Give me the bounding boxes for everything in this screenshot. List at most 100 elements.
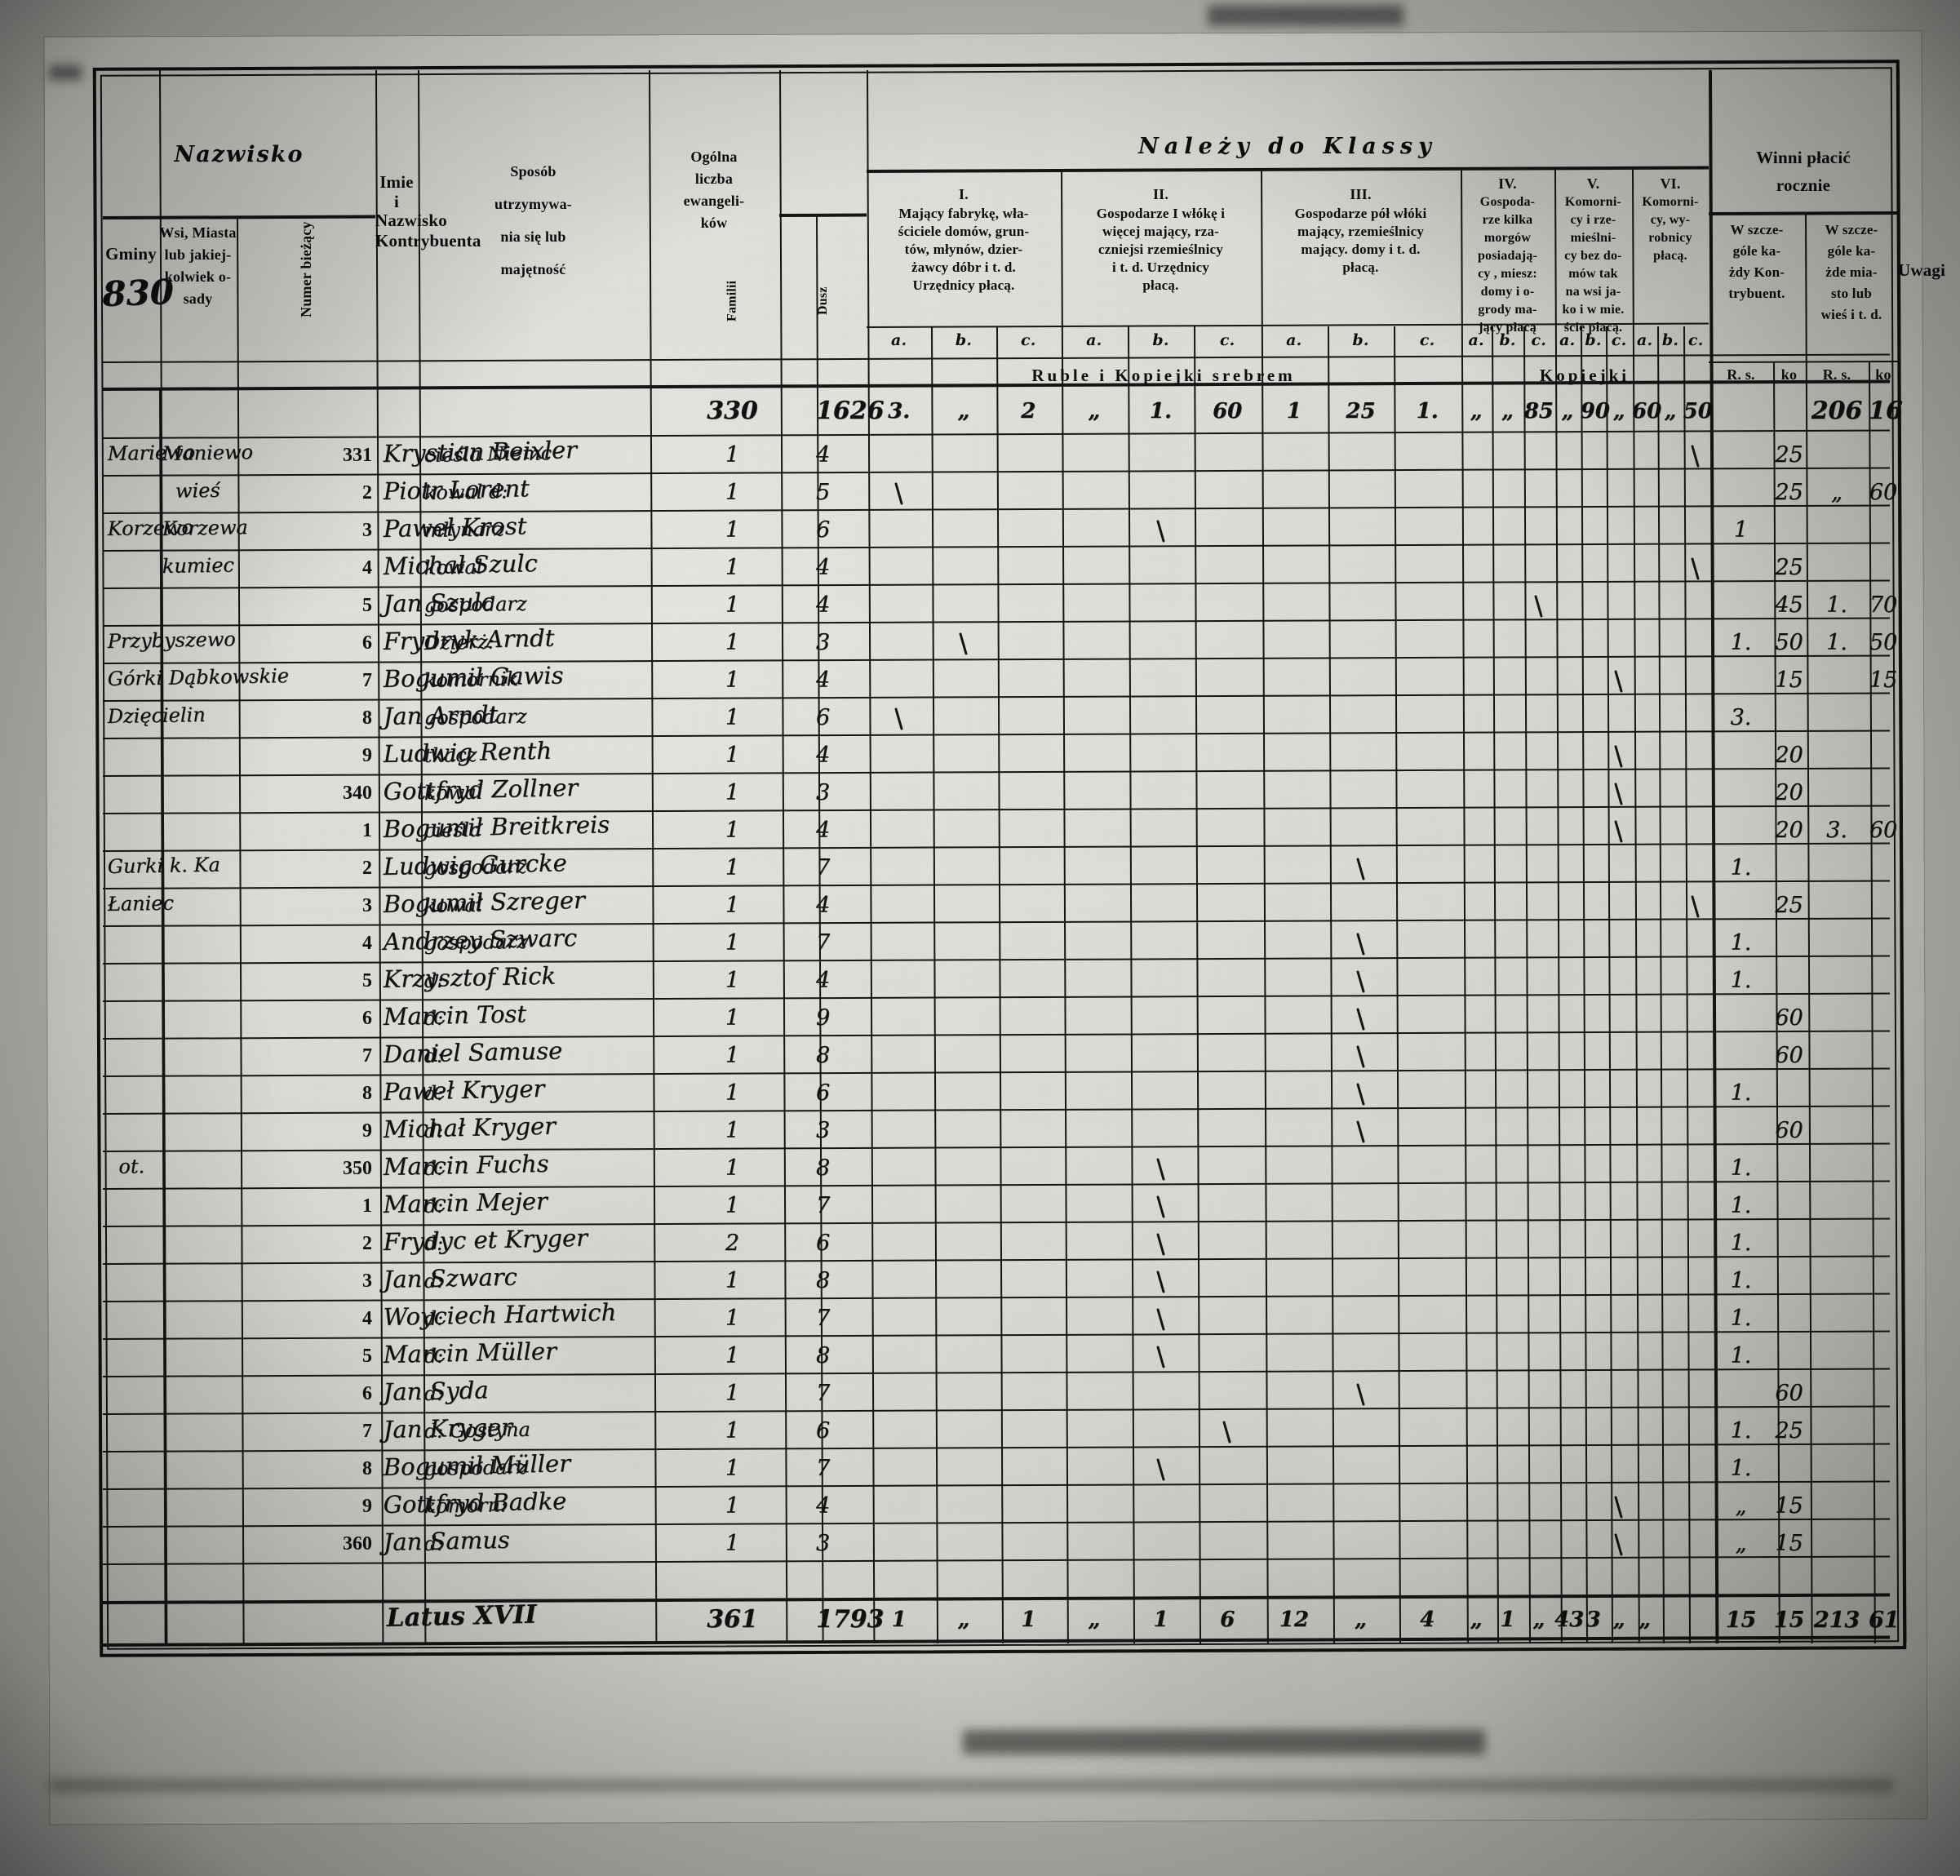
cell-numer: 9 (362, 745, 372, 766)
carry-cell: 90 (1580, 399, 1610, 424)
abc-label: c. (1219, 331, 1235, 349)
cell-winni2-ko: 60 (1869, 818, 1898, 843)
cell-name: Michał Szulc (383, 549, 538, 580)
total-cell: „ (1355, 1608, 1367, 1632)
cell-name: Ludwig Renth (383, 737, 552, 768)
cell-numer: 8 (362, 1458, 372, 1479)
cell-name: Jan Szulc (383, 588, 494, 618)
class-description-line: mający. domy i t. d. (1301, 242, 1421, 257)
cell-name: Marcin Mejer (383, 1187, 548, 1218)
cell-familii: 1 (725, 968, 740, 993)
film-defect (1208, 5, 1403, 26)
col-header-sposob-line: Sposób (510, 163, 557, 180)
cell-name: Andrzey Szwarc (383, 924, 577, 956)
cell-name: Paweł Krost (383, 512, 526, 543)
cell-name: Piotr Lorent (383, 474, 530, 505)
cell-occupation: kowal (423, 780, 483, 805)
cell-numer: 340 (343, 783, 372, 804)
cell-gmina: Górki Dąbkowskie (108, 664, 290, 690)
class-roman-numeral: II. (1152, 186, 1169, 202)
cell-occupation: d: (423, 1231, 444, 1255)
col-header-ogolna-line: ewangeli- (683, 193, 745, 209)
total-cell: 1 (1153, 1608, 1168, 1632)
cell-dusz: 9 (816, 1005, 831, 1031)
cell-winni2-ko: 50 (1869, 630, 1898, 655)
cell-occupation: komorn: (423, 1493, 508, 1518)
cell-familii: 1 (725, 592, 740, 618)
cell-gmina: Gurki k. Ka (107, 854, 220, 878)
cell-winni1-ko: 20 (1775, 780, 1803, 805)
class-description-line: rze kilka (1482, 213, 1533, 227)
cell-dusz: 4 (816, 667, 831, 693)
total-cell: „ (1532, 1608, 1545, 1632)
rs-label: R. s. (1727, 366, 1755, 383)
col-header-ogolna-line: Ogólna (690, 149, 738, 165)
cell-wies: wieś (175, 478, 220, 503)
cell-dusz: 3 (816, 780, 831, 805)
cell-familii: 1 (725, 780, 740, 805)
cell-numer: 6 (362, 1008, 372, 1029)
cell-winni1-ko: 25 (1775, 442, 1803, 468)
class-description-line: Gospoda- (1479, 195, 1536, 209)
total-cell: 4 (1420, 1608, 1435, 1632)
cell-gmina: Korzewo (107, 516, 194, 540)
cell-winni1-ko: 60 (1775, 1043, 1803, 1068)
cell-familii: 1 (725, 855, 740, 880)
class-description-line: płacą. (1342, 259, 1379, 275)
cell-occupation: d: (423, 1006, 444, 1030)
cell-occupation: d: (423, 1532, 444, 1555)
cell-numer: 350 (343, 1158, 372, 1179)
cell-numer: 3 (362, 520, 372, 541)
cell-dusz: 7 (816, 1306, 831, 1331)
cell-winni1-rs: 1. (1730, 630, 1752, 655)
cell-numer: 360 (343, 1533, 372, 1554)
carry-cell: 60 (1632, 399, 1662, 424)
group-header-nazwisko: Nazwisko (174, 142, 304, 167)
cell-winni1-ko: 20 (1775, 743, 1803, 768)
cell-name: Jan Samus (383, 1526, 510, 1556)
cell-familii: 1 (725, 743, 740, 768)
cell-occupation: d: (423, 1306, 444, 1330)
cell-dusz: 5 (816, 480, 831, 505)
cell-gmina: Łaniec (107, 891, 175, 916)
cell-familii: 1 (725, 1193, 740, 1218)
col-header-winni1-line: góle ka- (1732, 243, 1781, 259)
abc-label: c. (1021, 331, 1036, 349)
carry-cell: 1 (1286, 399, 1301, 424)
cell-familii: 1 (725, 1005, 740, 1031)
cell-gmina: Dzięcielin (108, 703, 206, 728)
col-header-sposob-line: utrzymywa- (494, 196, 572, 212)
cell-occupation: cieśla Niemc (423, 441, 552, 467)
cell-wies: Korzewa (162, 516, 248, 540)
carry-cell: „ (1088, 399, 1101, 424)
total-cell: 1 (891, 1608, 907, 1632)
cell-familii: 1 (725, 480, 740, 505)
cell-familii: 1 (725, 893, 740, 918)
total-cell: 3 (1585, 1608, 1601, 1632)
class-description-line: więcej mający, rza- (1102, 224, 1220, 239)
cell-name: Jan Kryger (383, 1413, 512, 1444)
cell-winni1-rs: 1. (1730, 1155, 1752, 1181)
cell-winni1-ko: 25 (1775, 480, 1803, 505)
cell-name: Bogumił Gawis (383, 661, 564, 693)
unit-caption-kopiejki: Kopiejki (1539, 366, 1630, 385)
cell-familii: 1 (725, 667, 740, 693)
cell-dusz: 4 (816, 442, 831, 468)
cell-name: Gottfryd Badke (383, 1487, 566, 1519)
class-description-line: domy i o- (1480, 285, 1535, 299)
class-description-line: ście płacą. (1563, 321, 1623, 335)
cell-name: Krystian Beixler (383, 436, 577, 468)
cell-numer: 3 (362, 1271, 372, 1292)
class-description-line: mieślni- (1570, 231, 1616, 245)
carry-cell: 85 (1523, 399, 1554, 424)
cell-winni2-rs: „ (1831, 480, 1842, 505)
class-roman-numeral: VI. (1660, 175, 1681, 192)
col-header-uwagi: Uwagi (1898, 260, 1946, 280)
abc-label: a. (1637, 331, 1653, 349)
cell-gmina: ot. (118, 1155, 145, 1178)
class-description-line: mów tak (1568, 267, 1618, 281)
total-winni2-rs: 213 (1813, 1608, 1860, 1633)
cell-occupation: d: (423, 1119, 444, 1142)
cell-name: Woyciech Hartwich (383, 1298, 616, 1331)
